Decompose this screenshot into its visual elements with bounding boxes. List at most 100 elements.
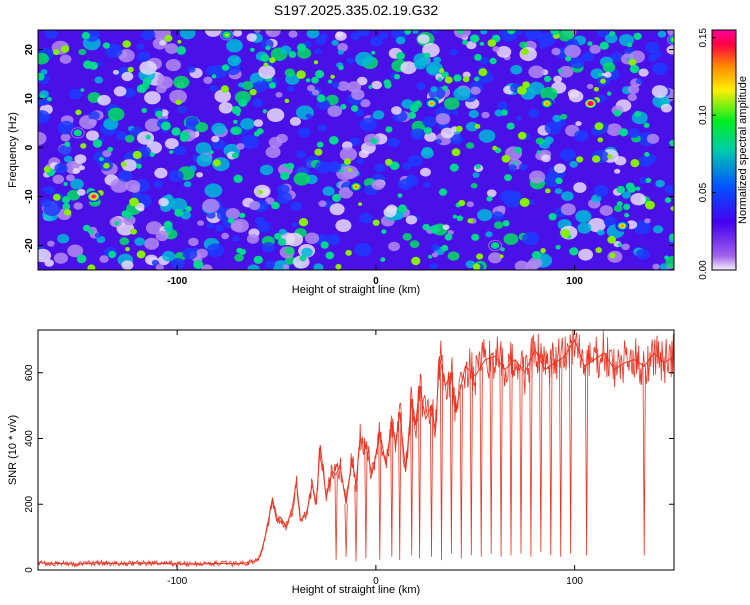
heatmap-blob [442,85,448,91]
heatmap-blob [570,57,585,69]
heatmap-blob [664,255,669,260]
heatmap-blob [163,220,173,229]
heatmap-blob [456,215,464,222]
heatmap-blob [286,232,303,247]
heatmap-blob [233,30,243,37]
heatmap-blob [44,186,55,195]
heatmap-blob [306,30,320,39]
heatmap-blob [286,162,295,170]
heatmap-blob [257,221,271,233]
heatmap-blob [538,32,556,47]
heatmap-blob [474,53,482,61]
heatmap-blob [79,165,85,171]
heatmap-blob [613,205,623,212]
heatmap-blob [215,224,224,232]
heatmap-blob [262,109,268,114]
heatmap-blob [577,222,592,234]
heatmap-blob [522,81,530,89]
heatmap-blob [277,238,287,246]
heatmap-blob [557,68,563,73]
heatmap-blob [43,166,51,173]
heatmap-blob [627,93,637,102]
heatmap-blob [385,126,393,133]
heatmap-blob [558,30,574,42]
heatmap-blob [517,131,527,140]
heatmap-blob [331,39,339,46]
heatmap-blob [472,172,480,178]
heatmap-blob [154,167,168,179]
heatmap-blob [78,48,87,56]
heatmap-blob [528,108,540,118]
heatmap-blob [338,65,344,71]
heatmap-y-tick-label: -20 [24,238,35,253]
heatmap-blob [355,51,374,67]
heatmap-blob [379,32,388,40]
heatmap-blob [349,137,361,146]
heatmap-blob [327,105,343,117]
heatmap-blob [43,202,61,217]
heatmap-blob [626,42,633,48]
heatmap-blob [63,182,68,186]
heatmap-blob [136,43,145,50]
heatmap-blob [162,250,176,262]
heatmap-blob [370,36,383,47]
heatmap-blob [57,233,70,244]
heatmap-blob [470,34,480,43]
heatmap-blob [421,146,433,156]
heatmap-blob [316,141,324,148]
heatmap-blob [433,56,442,64]
heatmap-blob [669,139,674,147]
heatmap-blob [114,221,120,226]
heatmap-blob [644,218,651,224]
heatmap-blob [120,161,127,167]
heatmap-blob [502,220,510,227]
heatmap-blob [653,225,664,234]
heatmap-blob [286,85,295,92]
heatmap-blob [374,163,386,173]
heatmap-blob [115,131,128,141]
heatmap-blob [177,105,188,114]
heatmap-blob [317,124,327,132]
heatmap-blob [52,174,65,184]
heatmap-blob [173,145,187,156]
heatmap-blob [221,232,230,240]
heatmap-blob [203,76,213,85]
heatmap-blob [315,161,331,174]
heatmap-blob [123,87,136,98]
heatmap-blob [74,154,87,164]
heatmap-blob [149,152,155,157]
heatmap-blob [136,131,155,145]
heatmap-blob [252,98,263,108]
heatmap-blob [499,254,504,259]
heatmap-blob [480,30,488,35]
heatmap-blob [500,109,508,116]
heatmap-blob [508,164,517,172]
heatmap-blob [621,243,630,251]
heatmap-blob [354,243,372,257]
heatmap-blob [628,58,637,67]
heatmap-blob [597,30,609,38]
heatmap-blob [102,150,112,158]
heatmap-blob [607,154,613,160]
heatmap-blob [227,217,235,224]
heatmap-blob [402,233,412,241]
heatmap-blob [250,47,255,52]
heatmap-blob [441,244,449,252]
heatmap-blob [514,146,522,154]
heatmap-blob [70,178,84,190]
heatmap-blob [439,68,445,74]
heatmap-blob [252,81,267,93]
heatmap-blob [479,41,485,46]
heatmap-blob [264,260,276,269]
heatmap-blob [639,176,649,185]
heatmap-blob [86,130,99,141]
heatmap-blob [291,222,298,227]
colorbar-tick-label: 0.15 [698,28,709,48]
heatmap-blob [268,82,276,89]
line-x-label: Height of straight line (km) [292,584,420,596]
heatmap-blob [646,133,660,144]
heatmap-blob [329,203,345,216]
heatmap-blob [424,132,437,142]
heatmap-blob [335,219,352,233]
heatmap-blob [395,36,406,45]
